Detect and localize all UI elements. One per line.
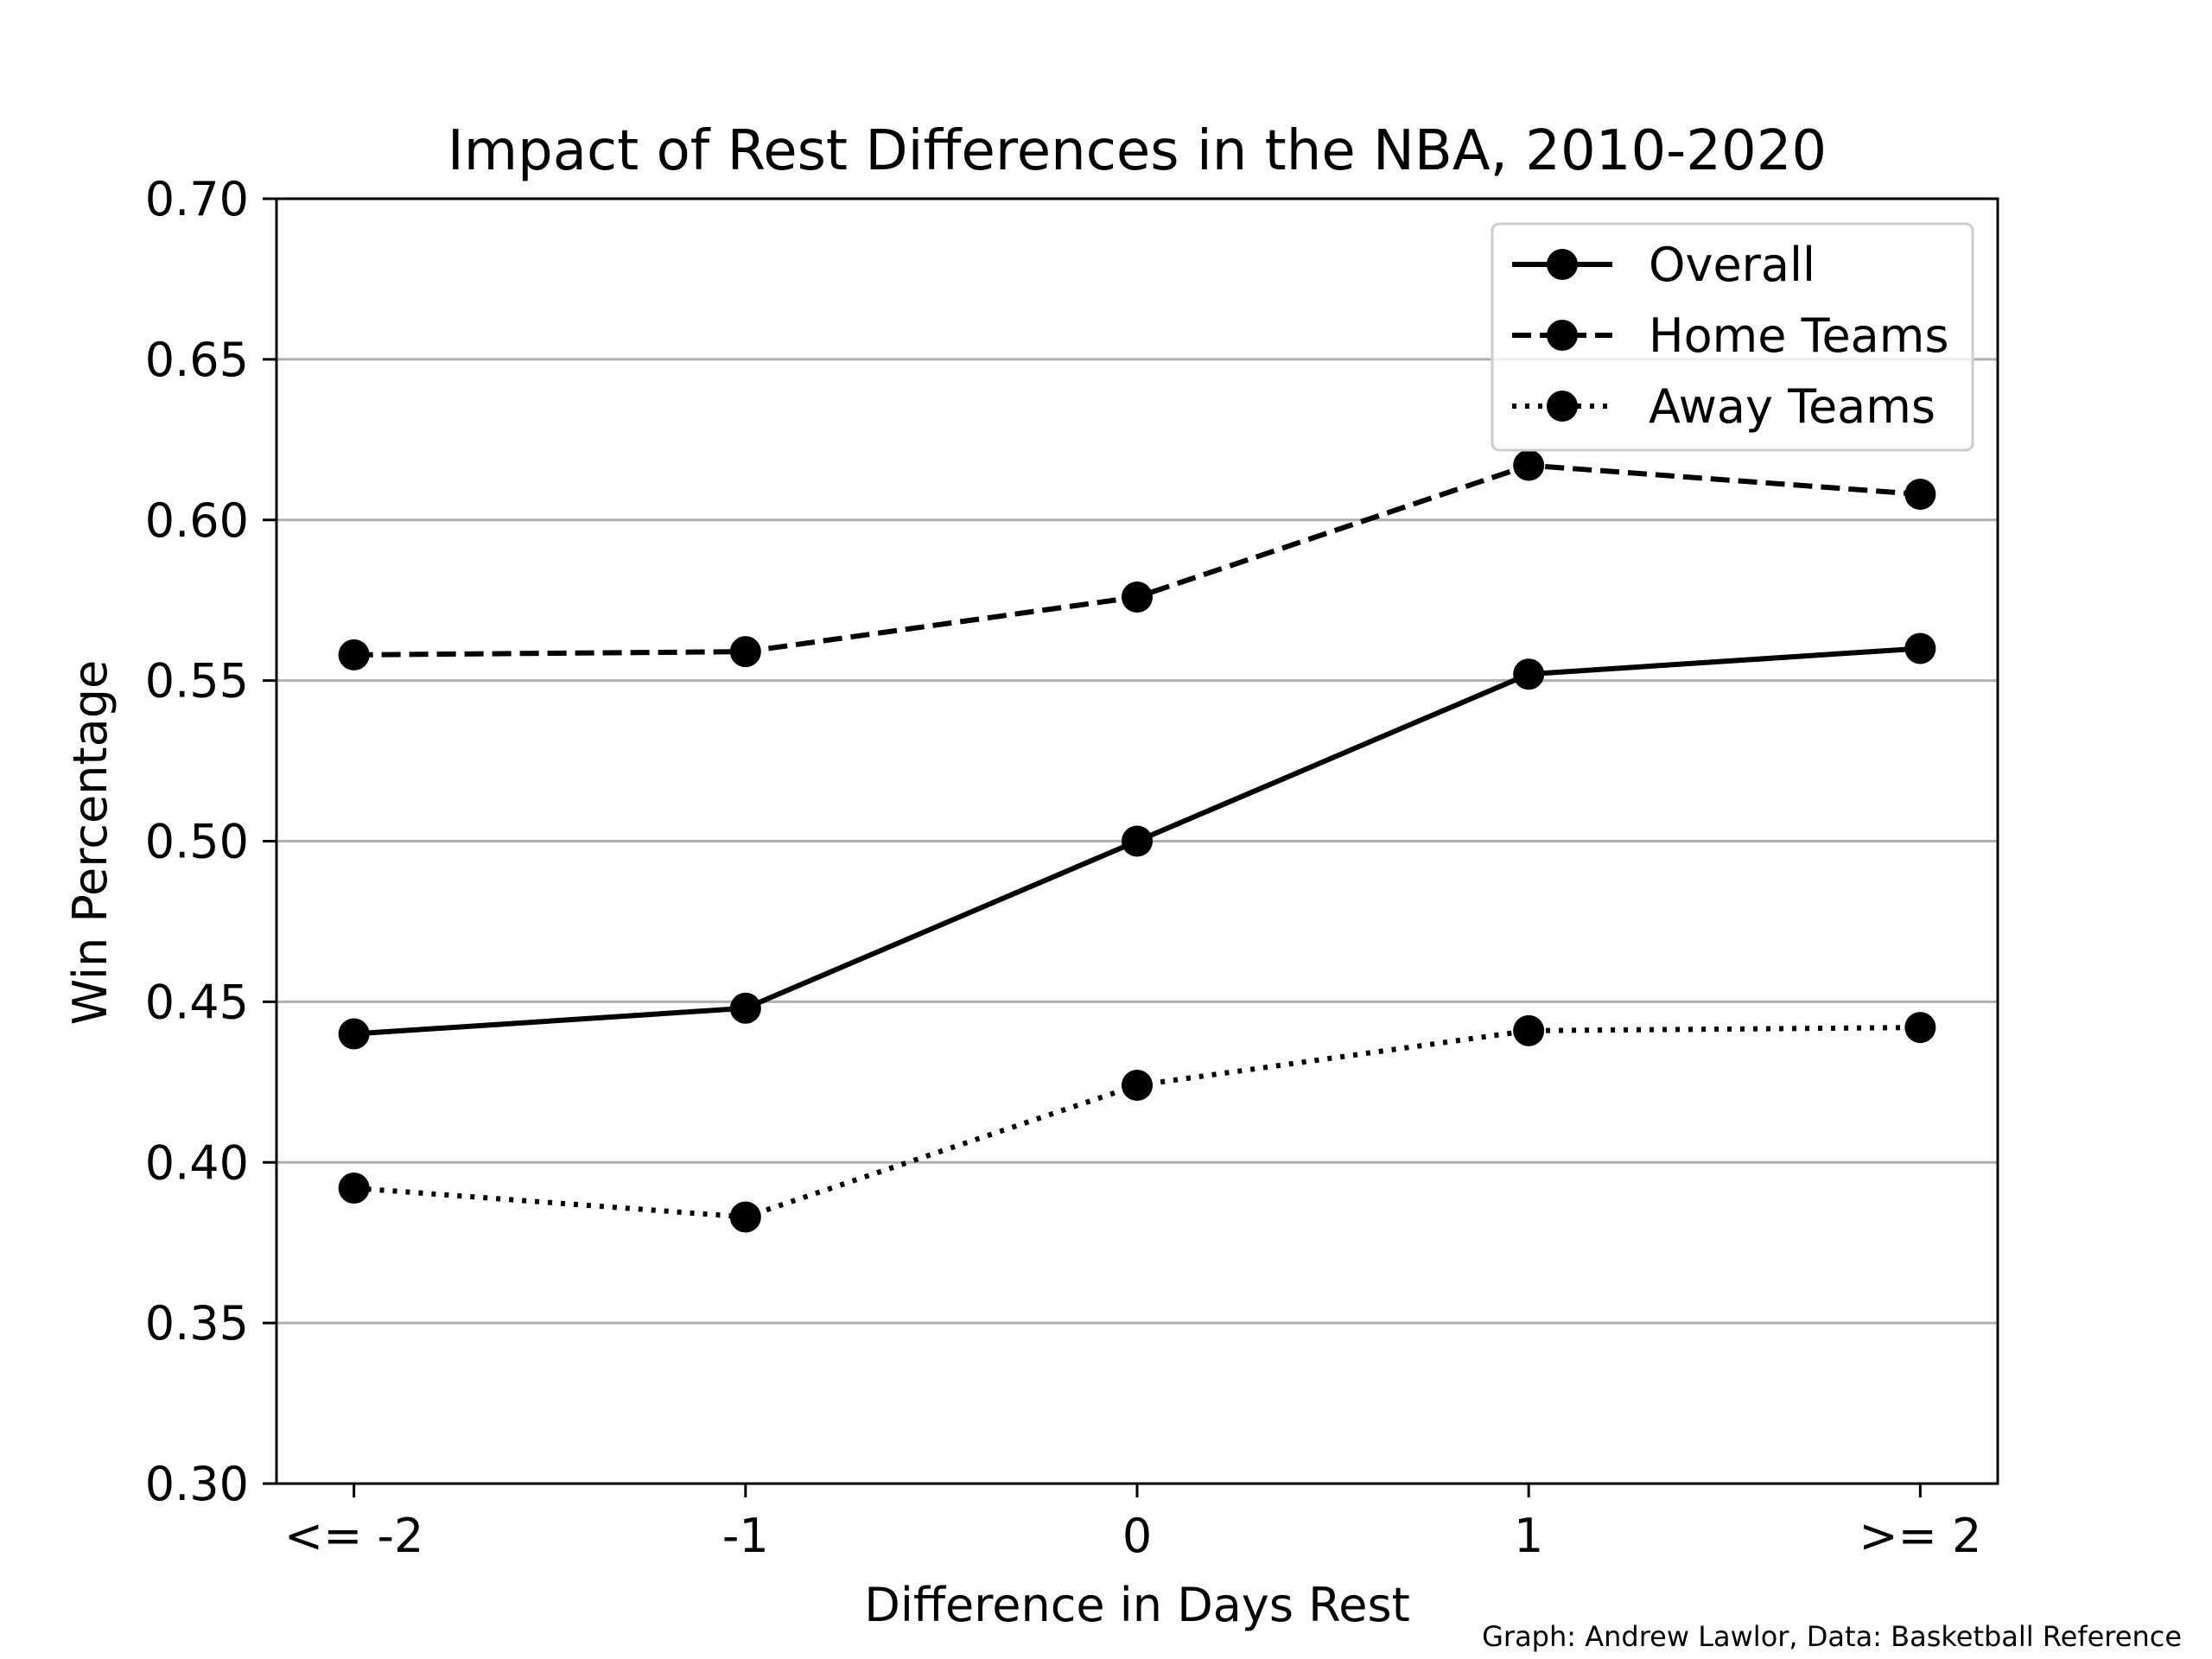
x-tick-label: -1 — [722, 1509, 769, 1563]
series-overall — [338, 632, 1936, 1050]
legend-marker-away-teams — [1547, 391, 1578, 422]
source-credit: Graph: Andrew Lawlor, Data: Basketball R… — [1482, 1620, 2182, 1653]
data-point-away-teams — [338, 1172, 370, 1204]
legend-marker-home-teams — [1547, 320, 1578, 351]
x-tick-label: <= -2 — [284, 1509, 424, 1563]
x-tick-label: 1 — [1514, 1509, 1543, 1563]
y-tick-label: 0.65 — [145, 333, 249, 387]
chart-title: Impact of Rest Differences in the NBA, 2… — [448, 119, 1827, 183]
y-axis-label: Win Percentage — [63, 660, 118, 1025]
data-point-overall — [338, 1018, 370, 1050]
data-point-overall — [1122, 825, 1153, 857]
x-tick-label: >= 2 — [1859, 1509, 1981, 1563]
legend: Overall Home Teams Away Teams — [1491, 222, 1974, 452]
legend-marker-overall — [1547, 249, 1578, 280]
data-point-home-teams — [729, 636, 761, 668]
legend-item-home-teams: Home Teams — [1512, 308, 1949, 363]
data-point-away-teams — [1513, 1014, 1545, 1046]
y-tick-label: 0.40 — [145, 1135, 249, 1190]
y-tick-label: 0.70 — [145, 172, 249, 226]
series-home-teams — [338, 449, 1936, 671]
legend-label-home-teams: Home Teams — [1649, 308, 1949, 363]
data-point-overall — [1513, 658, 1545, 690]
x-axis-label: Difference in Days Rest — [864, 1578, 1410, 1632]
y-axis-ticks: 0.30 0.35 0.40 0.45 0.50 0.55 0.60 0.65 0.70 — [145, 172, 276, 1511]
data-point-home-teams — [1513, 449, 1545, 481]
data-point-away-teams — [1122, 1070, 1153, 1102]
legend-label-overall: Overall — [1649, 238, 1815, 292]
data-point-home-teams — [1122, 581, 1153, 613]
y-tick-label: 0.30 — [145, 1457, 249, 1511]
series-away-teams — [338, 1012, 1936, 1233]
data-point-overall — [729, 992, 761, 1024]
legend-item-overall: Overall — [1512, 238, 1815, 292]
data-point-away-teams — [1904, 1012, 1936, 1044]
data-point-home-teams — [1904, 479, 1936, 511]
x-tick-label: 0 — [1122, 1509, 1152, 1563]
y-tick-label: 0.45 — [145, 975, 249, 1029]
y-tick-label: 0.60 — [145, 493, 249, 548]
legend-box — [1491, 222, 1974, 452]
data-point-away-teams — [729, 1201, 761, 1233]
x-axis-ticks: <= -2 -1 0 1 >= 2 — [284, 1484, 1981, 1563]
series-layer — [338, 449, 1936, 1233]
legend-items: Overall Home Teams Away Teams — [1512, 238, 1949, 434]
legend-label-away-teams: Away Teams — [1649, 379, 1936, 434]
data-point-home-teams — [338, 639, 370, 671]
data-point-overall — [1904, 632, 1936, 664]
legend-item-away-teams: Away Teams — [1512, 379, 1936, 434]
y-tick-label: 0.50 — [145, 815, 249, 869]
y-tick-label: 0.35 — [145, 1296, 249, 1351]
y-tick-label: 0.55 — [145, 654, 249, 709]
